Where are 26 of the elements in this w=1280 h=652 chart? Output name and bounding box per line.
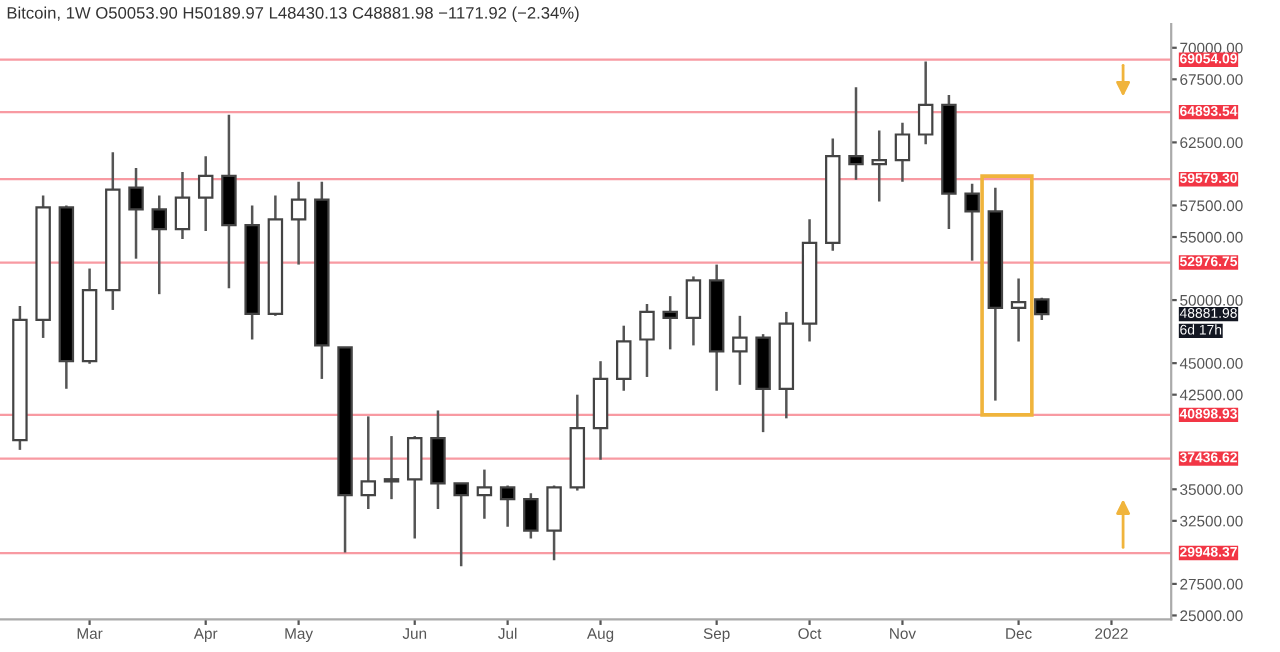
candlestick: [453, 481, 469, 568]
candlestick: [290, 180, 307, 266]
candlestick: [964, 182, 980, 262]
candlestick: [523, 492, 539, 540]
candlestick: [1010, 277, 1027, 343]
candlestick: [871, 129, 887, 203]
chart-title: Bitcoin, 1W O50053.90 H50189.97 L48430.13 C48881.98 −1171.92 (−2.34%): [7, 6, 579, 23]
candlestick: [894, 121, 911, 184]
candlestick: [406, 434, 423, 540]
candlestick: [499, 484, 516, 529]
candlestick: [360, 415, 377, 511]
candlestick: [685, 275, 702, 347]
candlestick: [616, 324, 632, 392]
candlestick: [546, 484, 562, 562]
candlestick: [639, 302, 655, 379]
candlestick: [174, 170, 191, 241]
candlestick: [732, 314, 748, 387]
candlestick: [430, 409, 446, 511]
candlestick: [662, 294, 678, 351]
candlestick: [917, 60, 934, 146]
candlestick: [197, 154, 214, 233]
candlestick: [383, 434, 400, 501]
candlestick: [848, 85, 864, 182]
candlestick: [151, 194, 167, 296]
candlestick: [476, 468, 493, 521]
candlestick: [128, 166, 144, 260]
